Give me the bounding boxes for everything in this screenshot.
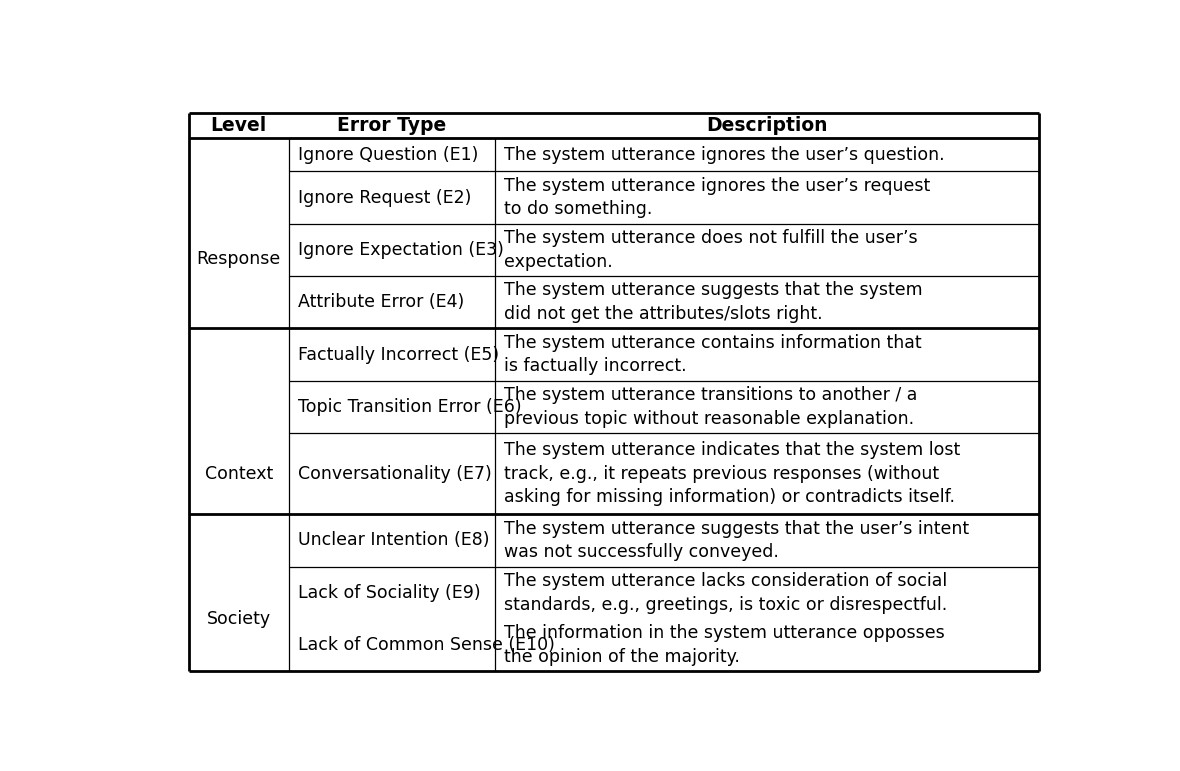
Text: Topic Transition Error (E6): Topic Transition Error (E6) [299, 398, 522, 416]
Text: The system utterance contains information that
is factually incorrect.: The system utterance contains informatio… [504, 334, 922, 375]
Text: The system utterance ignores the user’s request
to do something.: The system utterance ignores the user’s … [504, 177, 930, 218]
Text: The system utterance ignores the user’s question.: The system utterance ignores the user’s … [504, 146, 945, 163]
Text: The system utterance suggests that the user’s intent
was not successfully convey: The system utterance suggests that the u… [504, 520, 969, 561]
Text: Response: Response [197, 251, 281, 268]
Text: Lack of Sociality (E9): Lack of Sociality (E9) [299, 584, 480, 602]
Text: The system utterance suggests that the system
did not get the attributes/slots r: The system utterance suggests that the s… [504, 281, 923, 323]
Text: Factually Incorrect (E5): Factually Incorrect (E5) [299, 345, 499, 364]
Text: Error Type: Error Type [337, 116, 446, 135]
Text: Level: Level [211, 116, 267, 135]
Text: Context: Context [204, 465, 273, 483]
Text: The system utterance indicates that the system lost
track, e.g., it repeats prev: The system utterance indicates that the … [504, 441, 961, 507]
Text: Society: Society [206, 610, 271, 628]
Text: Attribute Error (E4): Attribute Error (E4) [299, 293, 465, 311]
Text: The system utterance does not fulfill the user’s
expectation.: The system utterance does not fulfill th… [504, 229, 918, 271]
Text: Description: Description [707, 116, 827, 135]
Text: Conversationality (E7): Conversationality (E7) [299, 465, 492, 483]
Text: The system utterance lacks consideration of social
standards, e.g., greetings, i: The system utterance lacks consideration… [504, 572, 948, 614]
Text: Ignore Expectation (E3): Ignore Expectation (E3) [299, 241, 504, 259]
Text: Unclear Intention (E8): Unclear Intention (E8) [299, 531, 490, 550]
Text: The system utterance transitions to another / a
previous topic without reasonabl: The system utterance transitions to anot… [504, 386, 917, 428]
Text: Lack of Common Sense (E10): Lack of Common Sense (E10) [299, 636, 555, 654]
Text: Ignore Question (E1): Ignore Question (E1) [299, 146, 479, 163]
Text: The information in the system utterance opposses
the opinion of the majority.: The information in the system utterance … [504, 625, 945, 666]
Text: Ignore Request (E2): Ignore Request (E2) [299, 189, 472, 207]
